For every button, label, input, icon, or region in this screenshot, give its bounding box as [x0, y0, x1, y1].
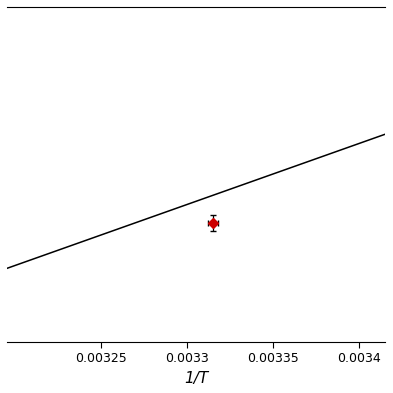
- X-axis label: 1/T: 1/T: [184, 371, 208, 386]
